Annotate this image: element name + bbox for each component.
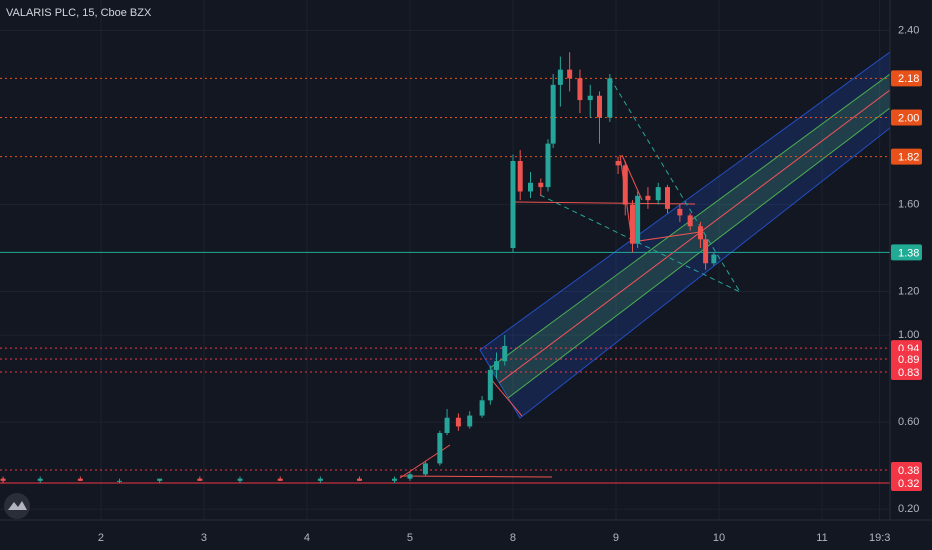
candle-body — [635, 195, 641, 244]
trend-line — [399, 475, 553, 478]
regression-channel — [479, 51, 891, 419]
candle-body — [703, 239, 709, 264]
channel-line — [507, 107, 891, 399]
axes: 2.40 1.60 1.20 1.00 0.60 0.20 2 3 4 5 8 9 10 11 19:3 2.… — [98, 24, 922, 544]
candle-body — [77, 478, 83, 481]
price-badge — [891, 364, 922, 381]
dashed-line — [609, 77, 741, 293]
price-badge-label: 0.89 — [898, 354, 919, 366]
price-badge — [891, 148, 922, 165]
candle-body — [597, 95, 603, 118]
y-tick-label: 2.40 — [898, 24, 919, 36]
x-tick-label: 11 — [816, 532, 827, 544]
price-badge-label: 2.18 — [898, 73, 919, 85]
candle-body — [479, 400, 485, 416]
channel-inner — [490, 74, 890, 398]
candle-body — [437, 432, 443, 464]
logo-mark — [8, 501, 27, 510]
trend-line — [489, 377, 523, 417]
candle-body — [116, 480, 122, 482]
candle-body — [502, 345, 508, 362]
candle-body — [697, 226, 703, 240]
price-badge — [891, 109, 922, 126]
candle-body — [587, 95, 593, 101]
candle-body — [237, 478, 243, 481]
candle-body — [197, 478, 203, 481]
candle-body — [157, 478, 163, 481]
candle-body — [277, 478, 283, 481]
candle-body — [455, 417, 461, 427]
price-badge-label: 0.32 — [898, 478, 919, 490]
candle-body — [494, 361, 500, 370]
trend-line — [631, 231, 701, 243]
price-badge-label: 0.83 — [898, 367, 919, 379]
chart-title: VALARIS PLC, 15, Cboe BZX — [6, 7, 152, 19]
x-tick-label: 5 — [407, 532, 413, 544]
y-tick-label: 1.00 — [898, 329, 919, 341]
price-badge-label: 0.38 — [898, 465, 919, 477]
y-tick-label: 0.20 — [898, 503, 919, 515]
price-badge-label: 2.00 — [898, 112, 919, 124]
x-tick-label: 2 — [98, 532, 104, 544]
candle-body — [538, 182, 544, 188]
candle-body — [645, 195, 651, 201]
candle-body — [444, 417, 450, 433]
price-badge — [891, 70, 922, 87]
x-tick-label: 3 — [201, 532, 207, 544]
candle-body — [517, 161, 523, 192]
candle-body — [357, 478, 363, 481]
candle-body — [550, 84, 556, 144]
candle-body — [577, 78, 583, 101]
candle-body — [545, 143, 551, 188]
candle-body — [0, 478, 6, 481]
candle-body — [422, 463, 428, 475]
price-badge — [891, 475, 922, 492]
candle-body — [487, 369, 493, 401]
candle-body — [629, 204, 635, 244]
x-tick-label: 10 — [713, 532, 725, 544]
candle-body — [665, 187, 670, 209]
logo — [4, 493, 30, 519]
price-badge-label: 1.82 — [898, 152, 919, 164]
price-badge — [891, 244, 922, 261]
price-badge — [891, 461, 922, 478]
candle-body — [467, 415, 473, 427]
x-tick-label: 19:3 — [869, 532, 890, 544]
candle-body — [711, 254, 717, 264]
candle-body — [567, 69, 573, 79]
candle-body — [407, 474, 413, 479]
candle-body — [317, 478, 323, 481]
x-tick-label: 9 — [613, 532, 619, 544]
candle-body — [392, 478, 398, 481]
x-tick-label: 8 — [510, 532, 516, 544]
candle-body — [557, 69, 563, 85]
candle-body — [510, 161, 516, 249]
candle-body — [607, 78, 613, 118]
channel-mid — [498, 89, 891, 384]
y-tick-label: 1.20 — [898, 285, 919, 297]
candles — [0, 52, 717, 484]
price-badge — [891, 350, 922, 367]
levels — [0, 77, 890, 484]
candle-body — [677, 208, 683, 216]
candle-body — [622, 165, 628, 205]
y-tick-label: 1.60 — [898, 198, 919, 210]
candle-body — [615, 161, 621, 166]
candle-body — [687, 215, 693, 227]
price-badge-label: 1.38 — [898, 247, 919, 259]
candle-body — [527, 182, 533, 192]
candle-body — [37, 478, 43, 481]
candle-body — [655, 187, 661, 201]
x-tick-label: 4 — [304, 532, 310, 544]
y-tick-label: 0.60 — [898, 416, 919, 428]
